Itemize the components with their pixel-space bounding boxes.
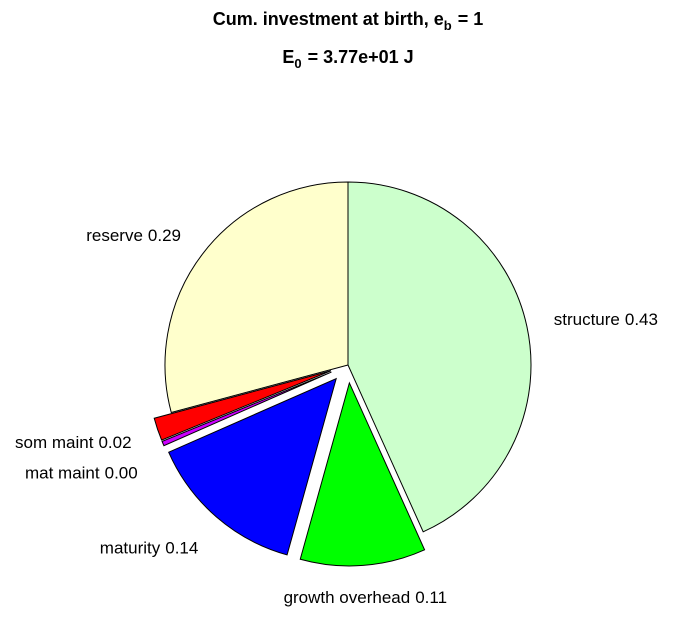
- pie-slice: [153, 370, 332, 441]
- slice-label: structure 0.43: [554, 310, 658, 329]
- slice-label: growth overhead 0.11: [284, 588, 447, 607]
- title-subscript: b: [444, 18, 452, 33]
- slice-value: 0.43: [625, 310, 658, 329]
- pie-slice: [299, 381, 426, 567]
- slice-name: reserve: [86, 226, 143, 245]
- pie-slice: [161, 371, 332, 447]
- slice-value: 0.14: [165, 539, 198, 558]
- slice-value: 0.00: [105, 464, 138, 483]
- pie-slice: [168, 377, 337, 556]
- subtitle-subscript: 0: [294, 56, 301, 71]
- slice-name: maturity: [100, 539, 161, 558]
- chart-subtitle: E0 = 3.77e+01 J: [282, 47, 413, 72]
- title-text: Cum. investment at birth, e: [213, 9, 444, 29]
- pie-slice: [164, 181, 349, 414]
- slice-name: growth overhead: [284, 588, 411, 607]
- pie-slice: [347, 181, 532, 533]
- slice-name: som maint: [15, 434, 94, 453]
- slice-label: reserve 0.29: [86, 226, 181, 245]
- slice-label: maturity 0.14: [100, 539, 199, 558]
- title-suffix: = 1: [458, 9, 484, 29]
- slice-name: structure: [554, 310, 620, 329]
- slice-value: 0.02: [98, 434, 131, 453]
- slice-label: som maint 0.02: [15, 434, 132, 453]
- slice-label: mat maint 0.00: [25, 464, 138, 483]
- subtitle-suffix: = 3.77e+01 J: [308, 47, 414, 67]
- slice-name: mat maint: [25, 464, 100, 483]
- subtitle-text: E: [282, 47, 294, 67]
- slice-value: 0.11: [415, 588, 447, 607]
- slice-value: 0.29: [148, 226, 181, 245]
- chart-title: Cum. investment at birth, eb = 1: [213, 9, 484, 34]
